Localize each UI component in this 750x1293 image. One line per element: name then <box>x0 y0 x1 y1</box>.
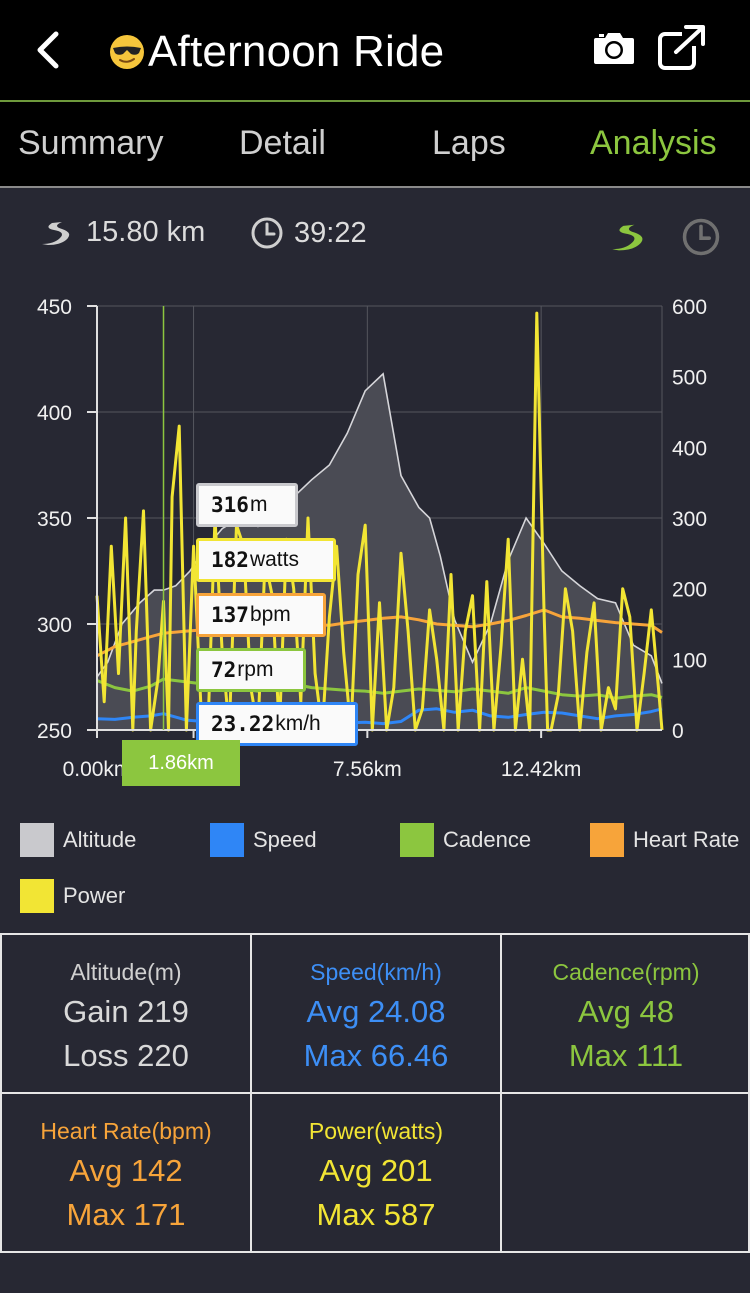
back-arrow-icon[interactable] <box>30 22 70 78</box>
legend-heart-rate[interactable]: Heart Rate <box>590 823 750 857</box>
x-tick-label: 12.42km <box>501 758 582 781</box>
tab-summary[interactable]: Summary <box>18 124 164 162</box>
road-icon <box>42 221 70 245</box>
y-right-tick-label: 200 <box>672 579 707 602</box>
tab-bar: Summary Detail Laps Analysis <box>0 102 750 188</box>
stat-power-max: Max 587 <box>316 1197 436 1232</box>
altitude-area <box>97 373 662 730</box>
heart-rate-line <box>96 608 663 658</box>
distance-info: 15.80 km <box>40 216 205 249</box>
stat-heart-rate-title: Heart Rate(bpm) <box>40 1118 212 1144</box>
y-left-tick-label: 250 <box>37 720 72 743</box>
stat-cadence-title: Cadence(rpm) <box>552 959 700 985</box>
y-left-tick-label: 350 <box>37 508 72 531</box>
stat-power-avg: Avg 201 <box>319 1153 433 1188</box>
legend-altitude[interactable]: Altitude <box>20 823 136 857</box>
speed-tooltip: 23.22 km/h <box>196 702 358 746</box>
legend-power-label: Power <box>63 883 126 908</box>
stat-altitude-gain: Gain 219 <box>63 994 189 1029</box>
stat-heart-rate-max: Max 171 <box>66 1197 186 1232</box>
legend-heart-rate-label: Heart Rate <box>633 827 740 852</box>
legend-heart-rate-swatch <box>590 823 624 857</box>
tab-analysis[interactable]: Analysis <box>590 124 717 162</box>
stat-speed: Speed(km/h) Avg 24.08 Max 66.46 <box>252 935 500 1093</box>
distance-value: 15.80 km <box>86 216 206 248</box>
stat-speed-max: Max 66.46 <box>303 1038 449 1073</box>
stat-heart-rate: Heart Rate(bpm) Avg 142 Max 171 <box>2 1094 250 1252</box>
legend-cadence-label: Cadence <box>443 827 532 852</box>
power-line <box>95 311 664 732</box>
x-tick-label: 0.00km <box>63 758 132 781</box>
legend-power[interactable]: Power <box>20 879 125 913</box>
cadence-line <box>96 677 663 700</box>
power-tooltip: 182 watts <box>196 538 336 582</box>
stat-power: Power(watts) Avg 201 Max 587 <box>252 1094 500 1252</box>
stat-cadence: Cadence(rpm) Avg 48 Max 111 <box>502 935 750 1093</box>
page-title: Afternoon Ride <box>148 27 445 76</box>
share-export-icon[interactable] <box>656 24 708 72</box>
cadence-tooltip: 72 rpm <box>196 648 306 692</box>
legend-speed[interactable]: Speed <box>210 823 317 857</box>
y-left-tick-label: 400 <box>37 402 72 425</box>
legend-cadence-swatch <box>400 823 434 857</box>
heart-rate-tooltip: 137 bpm <box>196 593 326 637</box>
cursor-distance-marker[interactable]: 1.86km <box>122 740 240 786</box>
stat-cadence-max: Max 111 <box>568 1038 684 1073</box>
tab-laps[interactable]: Laps <box>432 124 506 162</box>
stat-cadence-avg: Avg 48 <box>578 994 674 1029</box>
y-right-tick-label: 600 <box>672 296 707 319</box>
y-right-tick-label: 100 <box>672 649 707 672</box>
legend-cadence[interactable]: Cadence <box>400 823 531 857</box>
distance-axis-toggle-icon[interactable] <box>610 222 650 252</box>
top-bar: Afternoon Ride <box>0 0 750 102</box>
y-right-tick-label: 400 <box>672 437 707 460</box>
y-right-tick-label: 0 <box>672 720 684 743</box>
y-right-tick-label: 300 <box>672 508 707 531</box>
y-left-tick-label: 450 <box>37 296 72 319</box>
legend-speed-label: Speed <box>253 827 317 852</box>
duration-info: 39:22 <box>250 216 367 250</box>
y-left-tick-label: 300 <box>37 614 72 637</box>
stat-empty <box>502 1094 750 1252</box>
altitude-tooltip: 316 m <box>196 483 298 527</box>
duration-value: 39:22 <box>294 216 367 249</box>
altitude-line <box>96 372 663 684</box>
speed-line <box>96 707 663 726</box>
tab-detail[interactable]: Detail <box>239 124 326 162</box>
legend-speed-swatch <box>210 823 244 857</box>
stat-speed-avg: Avg 24.08 <box>306 994 446 1029</box>
time-axis-toggle-icon[interactable] <box>681 217 721 257</box>
analysis-chart[interactable]: 450 400 350 300 250 600 500 400 300 200 100 0 0.00km… <box>0 280 750 800</box>
x-tick-label: 7.56km <box>333 758 402 781</box>
stat-altitude: Altitude(m) Gain 219 Loss 220 <box>2 935 250 1093</box>
legend-altitude-swatch <box>20 823 54 857</box>
y-right-tick-label: 500 <box>672 367 707 390</box>
stat-power-title: Power(watts) <box>308 1118 444 1144</box>
title-group: Afternoon Ride <box>108 24 444 80</box>
camera-icon[interactable] <box>592 28 636 68</box>
stat-altitude-loss: Loss 220 <box>63 1038 189 1073</box>
stat-speed-title: Speed(km/h) <box>310 959 442 985</box>
legend-altitude-label: Altitude <box>63 827 137 852</box>
sunglasses-emoji-icon <box>110 35 144 69</box>
stat-heart-rate-avg: Avg 142 <box>69 1153 183 1188</box>
clock-icon <box>251 217 283 249</box>
legend-power-swatch <box>20 879 54 913</box>
stat-altitude-title: Altitude(m) <box>70 959 182 985</box>
